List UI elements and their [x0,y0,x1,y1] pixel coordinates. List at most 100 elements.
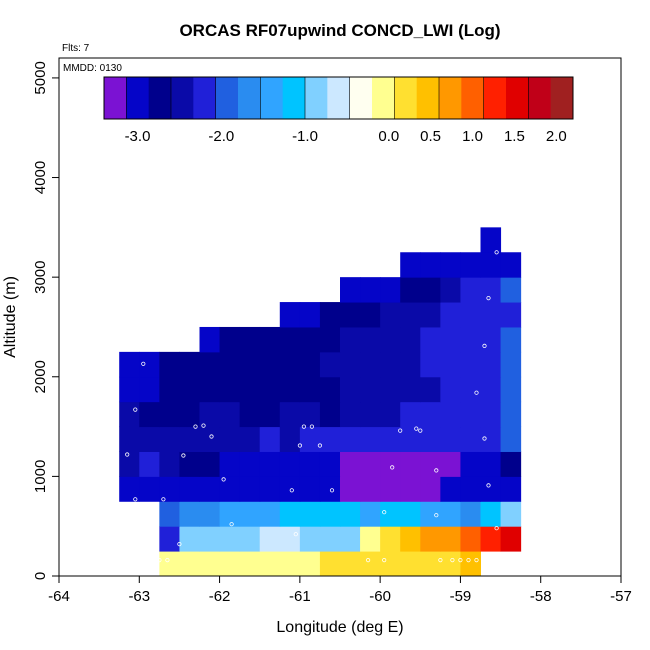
heatmap-cell [500,351,522,378]
observation-point [466,557,471,563]
heatmap-cell [400,277,421,303]
heatmap-cell [159,451,180,477]
heatmap-cell [259,351,281,378]
heatmap-cell [440,252,461,278]
heatmap-cell [400,451,421,477]
heatmap-cell [380,551,401,577]
heatmap-cell [480,401,502,428]
heatmap-cell [480,426,502,452]
heatmap-cell [360,277,381,303]
heatmap-cell [179,376,200,403]
heatmap-cell [340,351,361,378]
heatmap-cell [340,476,361,502]
colorbar-segment [483,77,507,119]
x-tick-label: -62 [209,588,231,605]
heatmap-cell [400,526,421,552]
heatmap-cell [360,351,381,378]
heatmap-cell [420,501,441,527]
observation-point [209,434,214,439]
x-tick-label: -61 [289,588,311,605]
x-tick-label: -64 [48,588,70,605]
heatmap-cell [380,277,401,303]
heatmap-cell [139,451,160,477]
heatmap-cell [319,401,341,428]
heatmap-cell [299,451,321,477]
heatmap-cell [420,302,441,328]
heatmap-cell [360,476,381,502]
heatmap-cell [119,426,140,452]
heatmap-cell [440,401,461,428]
heatmap-cell [259,401,281,428]
heatmap-cell [279,326,301,353]
heatmap-cell [460,501,481,527]
heatmap-cell [340,302,361,328]
observation-point [390,465,395,470]
heatmap-cell [340,501,361,527]
observation-point [482,436,487,441]
observation-point [382,557,387,563]
heatmap-cell [440,426,461,452]
observation-point [317,443,322,448]
observation-point [181,453,186,458]
heatmap-cell [199,376,221,403]
heatmap-cell [219,426,241,452]
heatmap-cell [380,351,401,378]
observation-point [125,452,130,457]
heatmap-cell [500,252,522,278]
heatmap-cell [199,351,221,378]
heatmap-cell [480,277,502,303]
heatmap-cell [299,526,321,552]
heatmap-cell [179,526,200,552]
heatmap-cell [420,476,441,502]
observation-point [141,533,146,538]
heatmap-cell [340,376,361,403]
heatmap-cell [440,551,461,577]
heatmap-cell [480,252,502,278]
observation-point [438,557,443,563]
heatmap-cell [340,401,361,428]
heatmap-cell [400,252,421,278]
colorbar-segment [282,77,306,119]
colorbar-tick-label: 0.5 [420,128,441,145]
observation-point [418,428,423,433]
colorbar-tick-label: 2.0 [546,128,567,145]
observation-point [434,513,439,518]
heatmap-cell [420,277,441,303]
heatmap-cell [400,302,421,328]
heatmap-cell [400,326,421,353]
x-axis-label: Longitude (deg E) [276,619,403,636]
y-tick-label: 2000 [32,360,49,393]
heatmap-cell [420,351,441,378]
heatmap-cell [259,476,281,502]
heatmap-cell [139,476,160,502]
heatmap-cell [299,501,321,527]
heatmap-cell [219,476,241,502]
colorbar-segment [148,77,172,119]
heatmap-cell [279,526,301,552]
heatmap-cell [460,277,481,303]
heatmap-cell [340,551,361,577]
heatmap-cell [119,401,140,428]
heatmap-cell [480,376,502,403]
heatmap-cell [259,501,281,527]
observation-point [133,497,138,502]
heatmap-cell [460,551,481,577]
observation-point [201,423,206,428]
observation-point [474,390,479,395]
observation-point [414,426,419,431]
observation-point [329,488,335,493]
observation-point [165,557,170,563]
colorbar-segment [506,77,529,119]
colorbar-segment [416,77,440,119]
heatmap-cell [299,351,321,378]
plot-frame [58,57,622,577]
heatmap-cell [460,326,481,353]
heatmap-cell [219,376,241,403]
colorbar-segment [372,77,395,119]
heatmap-cell [380,401,401,428]
heatmap-cell [460,401,481,428]
heatmap-cell [199,426,221,452]
heatmap-cell [460,302,481,328]
heatmap-cell [500,526,522,552]
colorbar-tick-label: -1.0 [292,128,318,145]
